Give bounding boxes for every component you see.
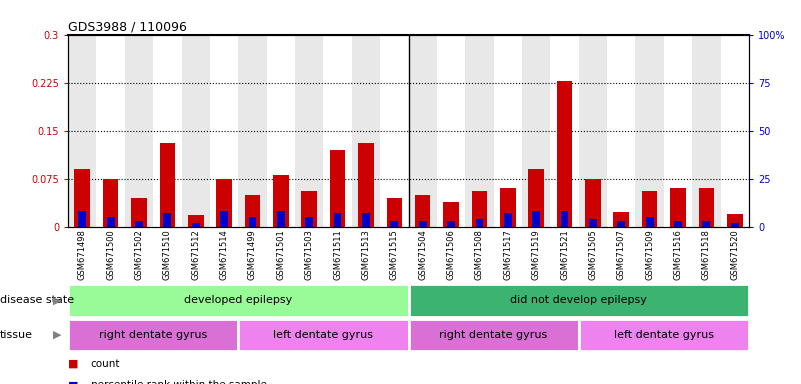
Bar: [409, 35, 437, 227]
Bar: [419, 221, 427, 227]
Bar: [409, 284, 749, 317]
Bar: [273, 175, 288, 227]
Text: ▶: ▶: [53, 330, 62, 340]
Bar: [330, 150, 345, 227]
Bar: [107, 217, 115, 227]
Bar: [550, 35, 578, 227]
Text: disease state: disease state: [0, 295, 74, 306]
Bar: [589, 219, 597, 227]
Bar: [529, 169, 544, 227]
Bar: [295, 35, 324, 227]
Bar: [153, 35, 182, 227]
Bar: [692, 35, 721, 227]
Text: did not develop epilepsy: did not develop epilepsy: [510, 295, 647, 306]
Bar: [504, 213, 512, 227]
Bar: [68, 284, 409, 317]
Text: right dentate gyrus: right dentate gyrus: [440, 330, 548, 340]
Text: percentile rank within the sample: percentile rank within the sample: [91, 380, 267, 384]
Bar: [387, 198, 402, 227]
Bar: [721, 35, 749, 227]
Bar: [239, 35, 267, 227]
Text: ▶: ▶: [53, 295, 62, 306]
Bar: [192, 223, 199, 227]
Bar: [578, 35, 607, 227]
Bar: [585, 179, 601, 227]
Bar: [135, 221, 143, 227]
Bar: [646, 217, 654, 227]
Bar: [642, 191, 658, 227]
Bar: [607, 35, 635, 227]
Bar: [578, 319, 749, 351]
Bar: [220, 211, 228, 227]
Text: right dentate gyrus: right dentate gyrus: [99, 330, 207, 340]
Text: GDS3988 / 110096: GDS3988 / 110096: [68, 20, 187, 33]
Bar: [415, 195, 430, 227]
Bar: [674, 221, 682, 227]
Bar: [465, 35, 493, 227]
Text: ■: ■: [68, 380, 78, 384]
Bar: [702, 221, 710, 227]
Bar: [500, 188, 516, 227]
Bar: [74, 169, 90, 227]
Bar: [437, 35, 465, 227]
Text: developed epilepsy: developed epilepsy: [184, 295, 292, 306]
Bar: [618, 221, 625, 227]
Bar: [635, 35, 664, 227]
Bar: [131, 198, 147, 227]
Bar: [443, 202, 459, 227]
Bar: [277, 211, 284, 227]
Bar: [301, 191, 317, 227]
Bar: [96, 35, 125, 227]
Bar: [698, 188, 714, 227]
Bar: [476, 219, 483, 227]
Text: ■: ■: [68, 359, 78, 369]
Bar: [267, 35, 295, 227]
Text: left dentate gyrus: left dentate gyrus: [273, 330, 373, 340]
Bar: [188, 215, 203, 227]
Bar: [352, 35, 380, 227]
Bar: [731, 223, 739, 227]
Bar: [248, 217, 256, 227]
Bar: [557, 81, 573, 227]
Bar: [78, 211, 87, 227]
Bar: [125, 35, 153, 227]
Bar: [68, 319, 239, 351]
Bar: [244, 195, 260, 227]
Bar: [670, 188, 686, 227]
Bar: [664, 35, 692, 227]
Bar: [380, 35, 409, 227]
Text: left dentate gyrus: left dentate gyrus: [614, 330, 714, 340]
Bar: [493, 35, 522, 227]
Bar: [390, 221, 398, 227]
Bar: [561, 211, 569, 227]
Bar: [533, 211, 540, 227]
Bar: [334, 213, 341, 227]
Bar: [210, 35, 239, 227]
Bar: [324, 35, 352, 227]
Text: tissue: tissue: [0, 330, 33, 340]
Bar: [614, 212, 629, 227]
Bar: [68, 35, 96, 227]
Bar: [358, 143, 374, 227]
Bar: [305, 217, 313, 227]
Bar: [727, 214, 743, 227]
Bar: [163, 213, 171, 227]
Bar: [362, 213, 370, 227]
Bar: [239, 319, 409, 351]
Bar: [522, 35, 550, 227]
Bar: [409, 319, 578, 351]
Bar: [103, 179, 119, 227]
Bar: [182, 35, 210, 227]
Bar: [216, 179, 232, 227]
Bar: [159, 143, 175, 227]
Text: count: count: [91, 359, 120, 369]
Bar: [472, 191, 487, 227]
Bar: [447, 221, 455, 227]
